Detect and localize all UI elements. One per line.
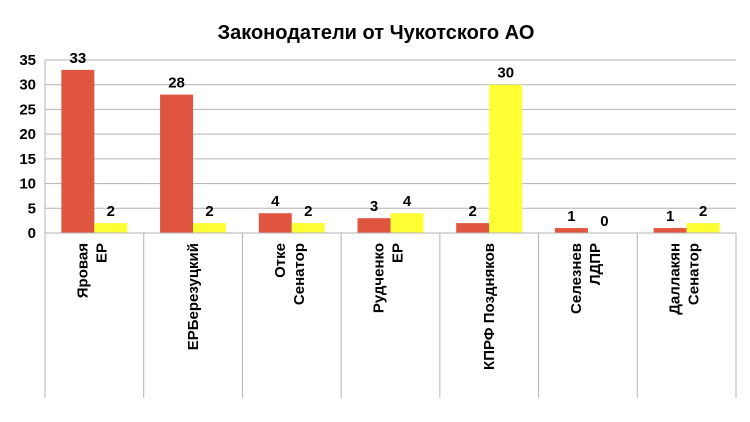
data-label: 30 xyxy=(497,65,514,82)
category-label: КПРФ Поздняков xyxy=(481,243,498,370)
y-tick-label: 20 xyxy=(19,126,36,143)
data-label: 0 xyxy=(600,213,608,230)
y-tick-label: 25 xyxy=(19,101,36,118)
data-labels: 33 28 4 3 2 1 1 2 2 2 4 30 0 2 xyxy=(70,50,708,230)
y-tick-label: 35 xyxy=(19,52,36,69)
bar-series-2 xyxy=(489,84,523,233)
bar-series-2 xyxy=(390,213,424,233)
category-label: Селезнев xyxy=(568,243,585,314)
chart-title: Законодатели от Чукотского АО xyxy=(218,22,535,44)
y-tick-label: 10 xyxy=(19,176,36,193)
data-label: 1 xyxy=(666,208,674,225)
bar-series-2 xyxy=(193,223,227,233)
data-label: 2 xyxy=(469,203,477,220)
data-label: 33 xyxy=(70,50,87,67)
y-tick-label: 15 xyxy=(19,151,36,168)
data-label: 2 xyxy=(699,203,707,220)
data-label: 1 xyxy=(567,208,575,225)
y-tick-label: 0 xyxy=(28,225,36,242)
category-label: Рудченко xyxy=(371,243,388,313)
bar-series-2 xyxy=(686,223,720,233)
y-axis: 0 5 10 15 20 25 30 35 xyxy=(19,52,36,242)
data-label: 4 xyxy=(271,193,280,210)
bar-series-1 xyxy=(61,69,95,233)
bars xyxy=(61,69,720,233)
gridlines xyxy=(45,59,736,209)
category-label: Сенатор xyxy=(291,243,308,305)
category-label: Яровая xyxy=(74,243,91,298)
category-label: Отке xyxy=(272,243,289,278)
bar-series-1 xyxy=(456,223,490,233)
bar-series-1 xyxy=(258,213,292,233)
category-label: ЕРБерезуцкий xyxy=(185,243,202,350)
data-label: 28 xyxy=(168,75,185,92)
bar-series-1 xyxy=(357,218,391,233)
category-label: Сенатор xyxy=(686,243,703,305)
bar-series-1 xyxy=(554,228,588,233)
bar-series-2 xyxy=(94,223,128,233)
data-label: 2 xyxy=(205,203,213,220)
bar-series-1 xyxy=(653,228,687,233)
data-label: 2 xyxy=(304,203,312,220)
x-axis xyxy=(44,60,737,398)
category-label: ЕР xyxy=(390,243,407,263)
bar-series-2 xyxy=(291,223,325,233)
data-label: 3 xyxy=(370,198,378,215)
category-label: Даллакян xyxy=(667,243,684,315)
category-labels: Яровая ЕР ЕРБерезуцкий Отке Сенатор Рудченко Е… xyxy=(74,243,702,370)
y-tick-label: 5 xyxy=(28,200,36,217)
y-tick-label: 30 xyxy=(19,77,36,94)
bar-series-1 xyxy=(160,94,194,233)
data-label: 4 xyxy=(403,193,412,210)
category-label: ЛДПР xyxy=(587,243,604,285)
data-label: 2 xyxy=(107,203,115,220)
category-label: ЕР xyxy=(93,243,110,263)
